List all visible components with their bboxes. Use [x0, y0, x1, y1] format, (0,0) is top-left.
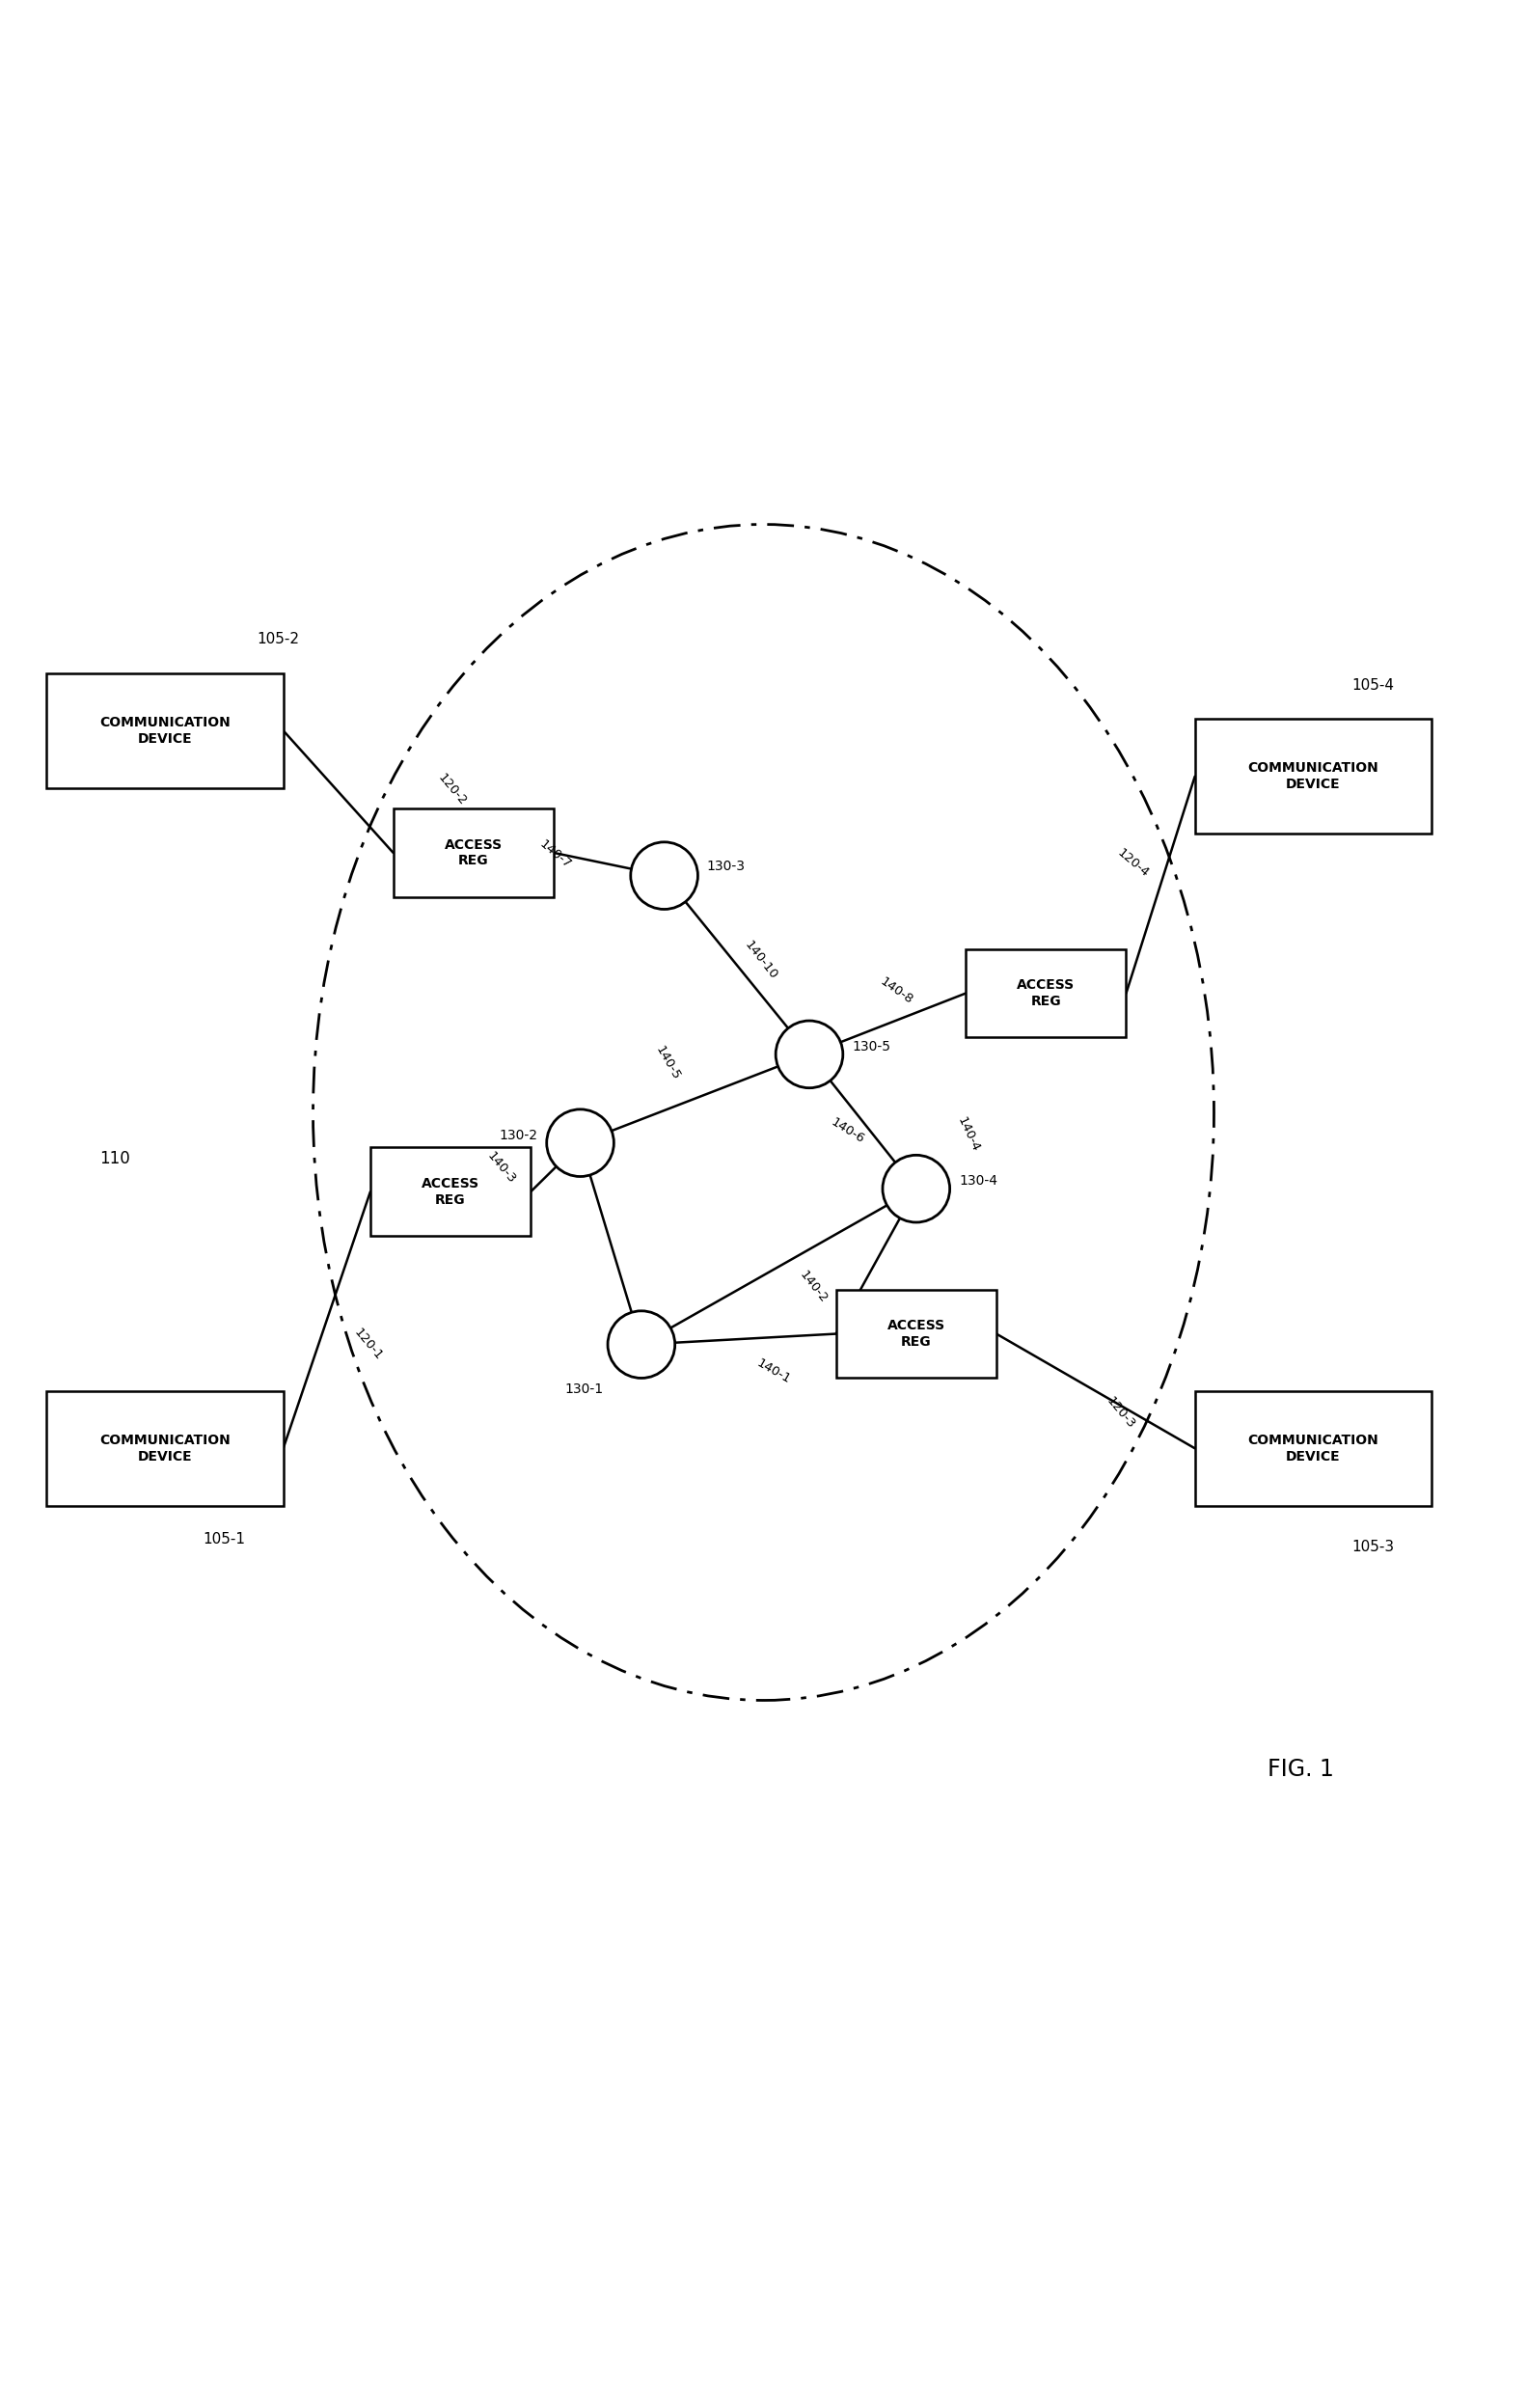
- Text: 130-5: 130-5: [852, 1040, 890, 1052]
- Text: 130-2: 130-2: [499, 1129, 538, 1141]
- Text: 140-3: 140-3: [484, 1149, 518, 1185]
- Text: 140-1: 140-1: [754, 1356, 793, 1387]
- Text: ACCESS
REG: ACCESS REG: [421, 1178, 479, 1206]
- Text: FIG. 1: FIG. 1: [1267, 1758, 1335, 1780]
- Text: COMMUNICATION
DEVICE: COMMUNICATION DEVICE: [1248, 1433, 1379, 1464]
- Text: 105-3: 105-3: [1351, 1541, 1394, 1556]
- Text: 140-5: 140-5: [654, 1043, 683, 1081]
- Text: 140-2: 140-2: [797, 1269, 829, 1305]
- Text: ACCESS
REG: ACCESS REG: [1017, 978, 1075, 1009]
- Text: 105-2: 105-2: [257, 633, 299, 648]
- Bar: [1194, 1392, 1431, 1505]
- Text: 140-4: 140-4: [954, 1115, 982, 1153]
- Bar: [837, 1291, 996, 1377]
- Bar: [47, 1392, 284, 1505]
- Text: 120-2: 120-2: [435, 771, 469, 809]
- Text: 130-1: 130-1: [565, 1382, 603, 1397]
- Text: 140-8: 140-8: [878, 975, 916, 1007]
- Text: 105-1: 105-1: [203, 1531, 246, 1546]
- Text: 120-3: 120-3: [1104, 1394, 1138, 1430]
- Circle shape: [631, 843, 698, 910]
- Circle shape: [547, 1110, 614, 1178]
- Circle shape: [883, 1156, 950, 1223]
- Bar: [47, 674, 284, 787]
- Bar: [965, 949, 1127, 1038]
- Bar: [370, 1149, 531, 1235]
- Text: 120-1: 120-1: [351, 1327, 385, 1363]
- Bar: [394, 809, 553, 898]
- Text: COMMUNICATION
DEVICE: COMMUNICATION DEVICE: [99, 715, 231, 746]
- Text: 140-7: 140-7: [536, 838, 573, 872]
- Text: 140-10: 140-10: [742, 939, 780, 982]
- Text: ACCESS
REG: ACCESS REG: [887, 1320, 945, 1348]
- Circle shape: [608, 1310, 675, 1377]
- Text: COMMUNICATION
DEVICE: COMMUNICATION DEVICE: [99, 1433, 231, 1464]
- Text: 105-4: 105-4: [1351, 679, 1394, 694]
- Text: 140-6: 140-6: [829, 1115, 867, 1146]
- Text: ACCESS
REG: ACCESS REG: [444, 838, 502, 867]
- Text: 130-3: 130-3: [707, 860, 745, 874]
- Text: 130-4: 130-4: [959, 1175, 997, 1187]
- Text: 120-4: 120-4: [1115, 845, 1151, 879]
- Bar: [1194, 720, 1431, 833]
- Circle shape: [776, 1021, 843, 1088]
- Text: COMMUNICATION
DEVICE: COMMUNICATION DEVICE: [1248, 761, 1379, 792]
- Text: 110: 110: [99, 1149, 130, 1168]
